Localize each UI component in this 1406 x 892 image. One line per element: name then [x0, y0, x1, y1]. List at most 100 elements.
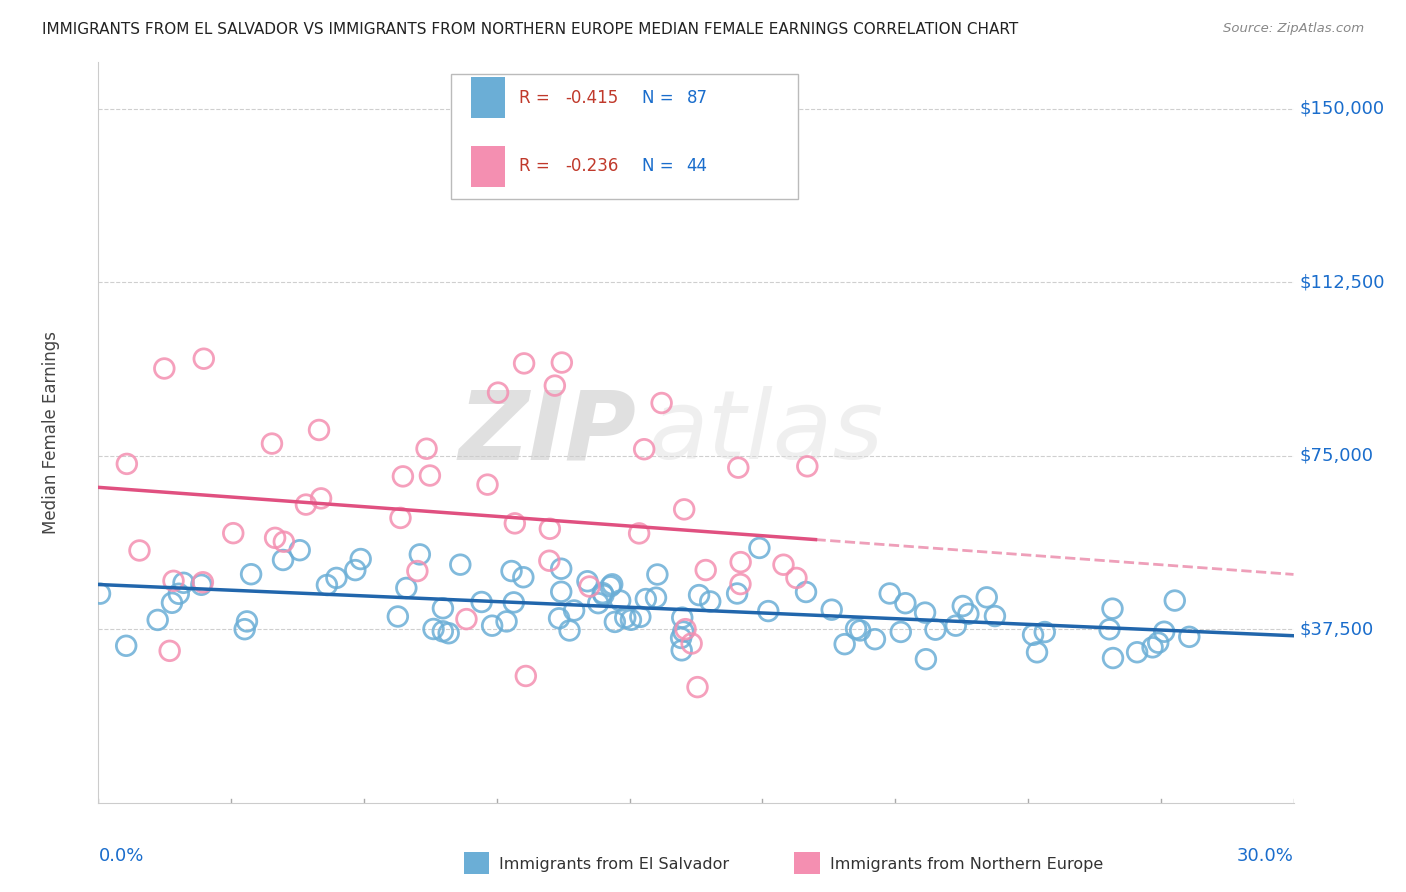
- Point: [915, 652, 938, 666]
- Point: [222, 526, 245, 541]
- Point: [686, 680, 709, 694]
- Point: [651, 396, 673, 410]
- Point: [890, 624, 912, 639]
- Point: [952, 599, 974, 613]
- Point: [167, 587, 190, 601]
- Point: [672, 624, 695, 639]
- Point: [273, 534, 295, 549]
- Point: [730, 577, 752, 591]
- Point: [600, 577, 623, 591]
- Point: [409, 548, 432, 562]
- Point: [260, 436, 283, 450]
- Text: -0.236: -0.236: [565, 158, 619, 176]
- Point: [419, 468, 441, 483]
- Point: [432, 601, 454, 615]
- Point: [308, 423, 330, 437]
- Point: [406, 564, 429, 578]
- Point: [344, 563, 367, 577]
- Point: [1026, 645, 1049, 659]
- Text: N =: N =: [643, 88, 679, 107]
- Point: [748, 541, 770, 555]
- Point: [1102, 651, 1125, 665]
- Point: [486, 385, 509, 400]
- Text: R =: R =: [519, 158, 555, 176]
- Point: [834, 637, 856, 651]
- Point: [695, 563, 717, 577]
- Point: [796, 459, 818, 474]
- Point: [1033, 625, 1056, 640]
- Point: [153, 361, 176, 376]
- Point: [162, 574, 184, 588]
- Text: Immigrants from El Salvador: Immigrants from El Salvador: [499, 857, 730, 871]
- Point: [558, 624, 581, 638]
- Point: [503, 516, 526, 531]
- Point: [495, 615, 517, 629]
- Point: [924, 623, 946, 637]
- Point: [128, 543, 150, 558]
- Point: [325, 571, 347, 585]
- Point: [89, 587, 111, 601]
- Point: [456, 612, 478, 626]
- Point: [673, 502, 696, 516]
- Point: [233, 622, 256, 636]
- Point: [945, 618, 967, 632]
- Bar: [471, 78, 505, 118]
- Point: [725, 586, 748, 600]
- Point: [785, 571, 807, 585]
- Point: [794, 585, 817, 599]
- Point: [699, 594, 721, 608]
- Point: [976, 591, 998, 605]
- Point: [387, 609, 409, 624]
- Point: [160, 596, 183, 610]
- Point: [588, 596, 610, 610]
- Point: [115, 639, 138, 653]
- Point: [688, 588, 710, 602]
- Text: $75,000: $75,000: [1299, 447, 1374, 465]
- Point: [146, 613, 169, 627]
- Text: N =: N =: [643, 158, 679, 176]
- Point: [914, 606, 936, 620]
- Point: [193, 351, 215, 366]
- Point: [730, 555, 752, 569]
- Point: [481, 618, 503, 632]
- Point: [633, 442, 655, 457]
- Text: Median Female Earnings: Median Female Earnings: [42, 331, 59, 534]
- Text: 44: 44: [686, 158, 707, 176]
- Text: 30.0%: 30.0%: [1237, 847, 1294, 865]
- Point: [1126, 645, 1149, 659]
- Text: 0.0%: 0.0%: [98, 847, 143, 865]
- Point: [628, 526, 651, 541]
- Point: [1147, 636, 1170, 650]
- Point: [502, 595, 524, 609]
- Point: [550, 562, 572, 576]
- Point: [1153, 624, 1175, 639]
- Point: [628, 610, 651, 624]
- Point: [671, 643, 693, 657]
- Point: [173, 575, 195, 590]
- Text: R =: R =: [519, 88, 555, 107]
- FancyBboxPatch shape: [451, 73, 797, 200]
- Point: [115, 457, 138, 471]
- Point: [1101, 601, 1123, 615]
- Point: [562, 603, 585, 617]
- Point: [191, 575, 214, 590]
- Point: [845, 622, 868, 636]
- Point: [415, 442, 437, 456]
- Point: [551, 355, 574, 369]
- Point: [849, 624, 872, 638]
- Point: [309, 491, 332, 506]
- Text: atlas: atlas: [648, 386, 883, 479]
- Point: [548, 611, 571, 625]
- Point: [350, 552, 373, 566]
- Point: [645, 591, 668, 605]
- Point: [501, 564, 523, 578]
- Point: [1098, 622, 1121, 636]
- Point: [609, 593, 631, 607]
- Point: [1178, 630, 1201, 644]
- Point: [236, 615, 259, 629]
- Text: Source: ZipAtlas.com: Source: ZipAtlas.com: [1223, 22, 1364, 36]
- Point: [727, 460, 749, 475]
- Point: [620, 613, 643, 627]
- Point: [515, 669, 537, 683]
- Point: [984, 609, 1007, 624]
